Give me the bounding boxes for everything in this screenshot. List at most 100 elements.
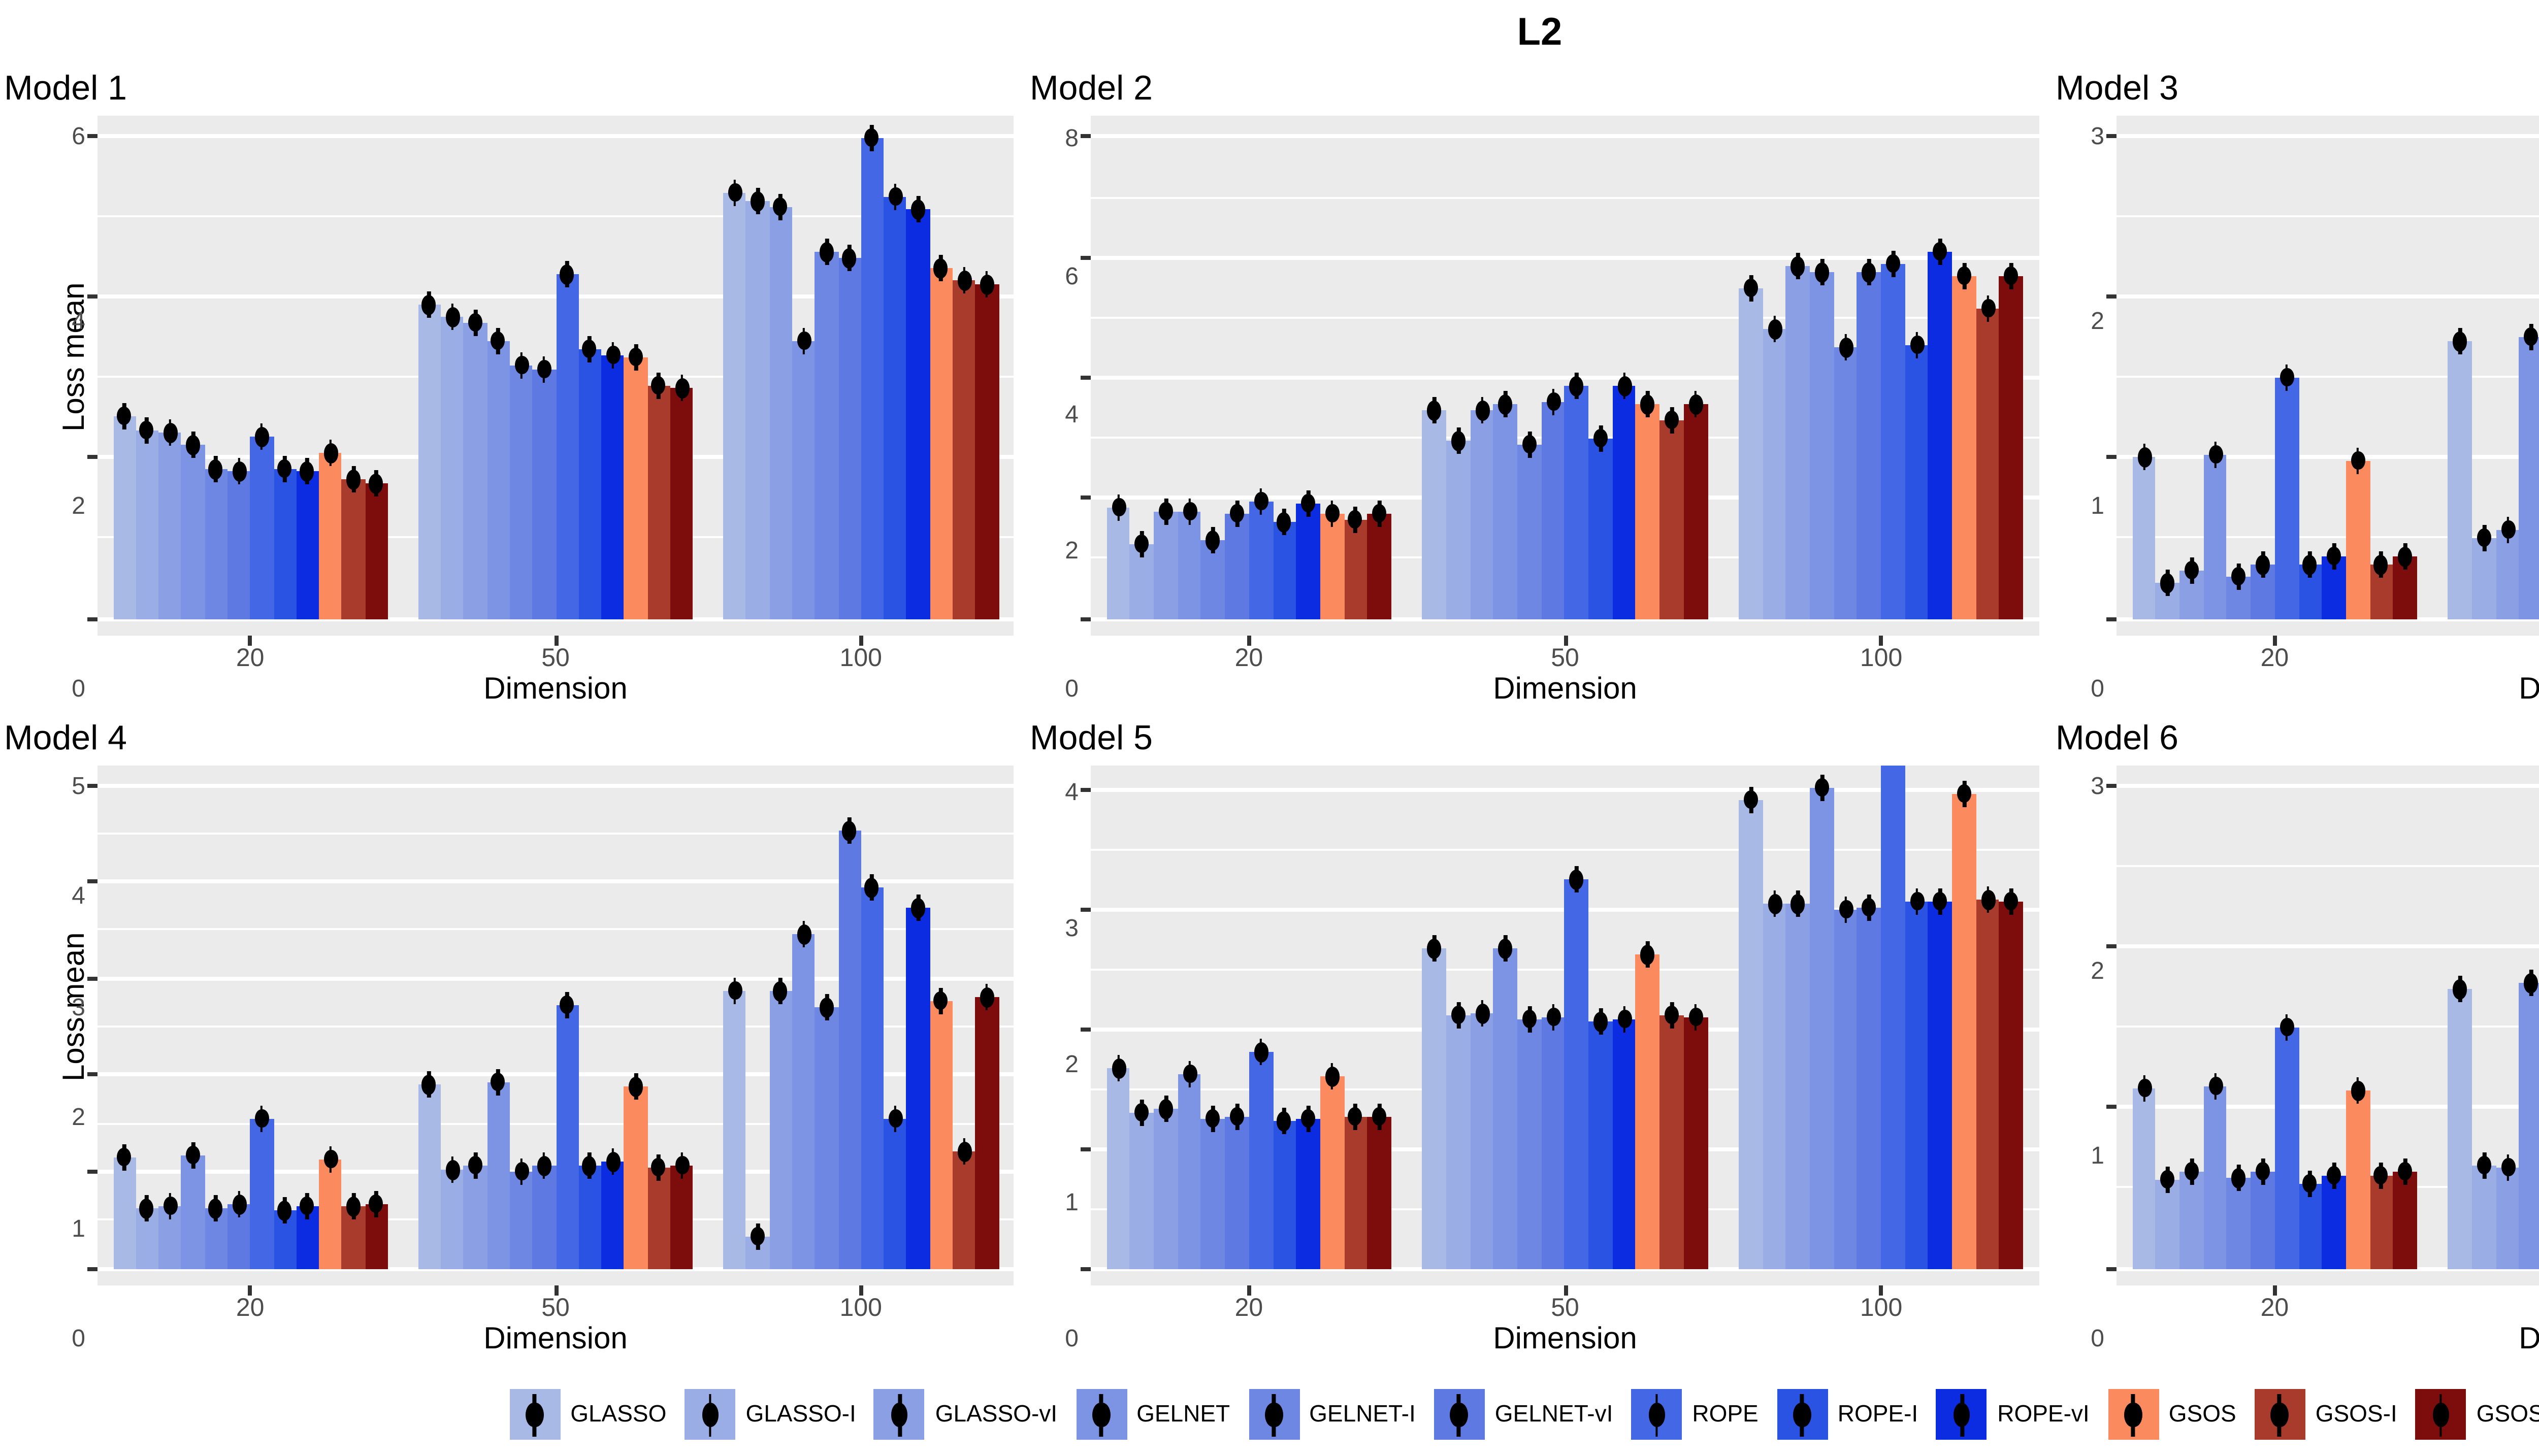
bar-rope: [1249, 488, 1273, 619]
x-tick-mark: [1247, 636, 1251, 646]
marker-dot: [2232, 567, 2247, 586]
panel-title: Model 2: [1030, 69, 1153, 108]
bar-gelnet: [792, 921, 816, 1269]
minor-gridline: [2117, 1025, 2539, 1028]
bar-gsos-i: [1344, 506, 1368, 619]
legend-item-rope: ROPE: [1631, 1389, 1759, 1440]
bar-gsos: [2346, 447, 2370, 619]
bar-rope-vi: [906, 895, 930, 1269]
major-gridline: [2117, 783, 2539, 787]
bar-group-dim-50: [418, 116, 693, 619]
y-tick-label: 0: [1065, 675, 1079, 704]
marker-dot: [1862, 897, 1877, 917]
marker-dot: [1814, 262, 1829, 282]
marker-dot: [1885, 253, 1900, 273]
bar-glasso-vi: [769, 193, 792, 619]
y-tick-mark: [87, 616, 97, 621]
bar-gsos-vi: [1683, 391, 1707, 619]
bar-rope: [2274, 1013, 2298, 1269]
major-gridline: [2117, 455, 2539, 459]
marker-dot: [934, 990, 949, 1010]
bar-glasso-i: [2156, 1166, 2180, 1269]
bar-glasso-i: [2472, 1152, 2496, 1269]
marker-dot: [2453, 980, 2468, 1000]
marker-dot: [1301, 1109, 1315, 1129]
bar-gelnet-i: [2227, 563, 2251, 619]
marker-dot: [957, 1142, 971, 1162]
y-tick-label: 5: [72, 771, 85, 800]
legend-item-glasso-i: GLASSO-I: [685, 1389, 856, 1440]
marker-dot: [162, 423, 177, 443]
bar-rope-i: [2298, 1170, 2322, 1269]
x-tick-label: 100: [1860, 1294, 1903, 1322]
x-axis-title: Dimension: [483, 1322, 628, 1356]
y-tick-mark: [1081, 787, 1091, 792]
panel-model-2: Model 2 0 2 4 6 8 20 50 100 Dimension: [1026, 61, 2052, 711]
marker-dot: [1475, 401, 1489, 421]
bar-glasso-vi: [158, 1192, 182, 1269]
y-tick-mark: [2106, 783, 2117, 787]
bar-glasso: [113, 403, 136, 619]
bar-glasso-vi: [1470, 1000, 1494, 1269]
panel-grid: Model 1 Loss mean 0 2 4 6 20 50 100 Dimension Mode…: [0, 61, 2539, 1361]
major-gridline: [97, 1266, 1014, 1271]
marker-dot: [117, 406, 132, 426]
y-tick-label: 3: [2091, 121, 2104, 150]
x-tick-mark: [2272, 636, 2277, 646]
y-tick-mark: [87, 455, 97, 460]
marker-dot: [2500, 520, 2515, 540]
marker-dot: [1158, 1099, 1173, 1119]
bar-gelnet-vi: [533, 1152, 556, 1269]
bar-gelnet: [486, 1068, 510, 1269]
marker-dot: [1277, 1111, 1292, 1131]
panel-body: Loss mean 0 2 4 6 20 50 100 Dimension: [4, 116, 1014, 711]
marker-dot: [1546, 392, 1560, 412]
marker-dot: [1767, 320, 1782, 340]
y-tick-label: 0: [72, 1325, 85, 1353]
bar-gelnet: [1493, 391, 1518, 619]
marker-dot: [1253, 1043, 1268, 1063]
marker-dot: [300, 1196, 315, 1215]
legend-label: GELNET-vI: [1494, 1402, 1613, 1427]
bar-gelnet: [1810, 774, 1834, 1269]
marker-dot: [629, 1077, 643, 1097]
legend-item-rope-vi: ROPE-vI: [1936, 1389, 2090, 1440]
y-tick-label: 0: [2091, 675, 2104, 704]
panel-model-4: Model 4 Loss mean 0 1 2 3 4 5 20 50 100 Dimension: [0, 711, 1026, 1361]
bar-glasso: [2132, 444, 2156, 619]
panel-model-3: Model 301232050100Dimension: [2052, 61, 2539, 711]
bar-rope-vi: [601, 341, 625, 619]
legend-key-swatch: [1248, 1389, 1299, 1440]
marker-dot: [2303, 555, 2318, 575]
plot-area: [2106, 766, 2539, 1296]
plot-area: [87, 766, 1014, 1296]
plot-area: [1081, 766, 2039, 1296]
marker-dot: [468, 1155, 483, 1175]
plot-clip-region: [2117, 116, 2539, 636]
marker-dot: [1253, 491, 1268, 511]
marker-dot: [1522, 1009, 1537, 1029]
marker-dot: [1838, 338, 1853, 357]
marker-dot: [1475, 1004, 1489, 1023]
bar-glasso-vi: [1786, 253, 1810, 619]
marker-dot: [842, 821, 857, 841]
marker-dot: [2137, 1078, 2152, 1098]
plot-clip-region: [97, 766, 1014, 1285]
bar-rope-vi: [1612, 1006, 1636, 1269]
marker-dot: [1743, 278, 1758, 297]
bar-group-dim-20: [2132, 116, 2417, 619]
marker-dot: [751, 192, 765, 212]
y-tick-label: 3: [1065, 913, 1079, 942]
marker-dot: [300, 461, 315, 481]
bar-rope-vi: [2322, 1162, 2346, 1269]
bar-gsos-vi: [1683, 1004, 1707, 1269]
y-axis-tick-labels: 0 1 2 3 4 5: [37, 766, 97, 1361]
marker-dot: [674, 1155, 689, 1175]
bar-rope-i: [884, 1105, 907, 1269]
marker-dot: [1372, 1106, 1387, 1126]
marker-dot: [346, 1197, 361, 1216]
major-gridline: [2117, 616, 2539, 621]
bar-gelnet-i: [1517, 1006, 1542, 1269]
bar-glasso: [1422, 398, 1447, 619]
bar-glasso-vi: [769, 978, 792, 1269]
